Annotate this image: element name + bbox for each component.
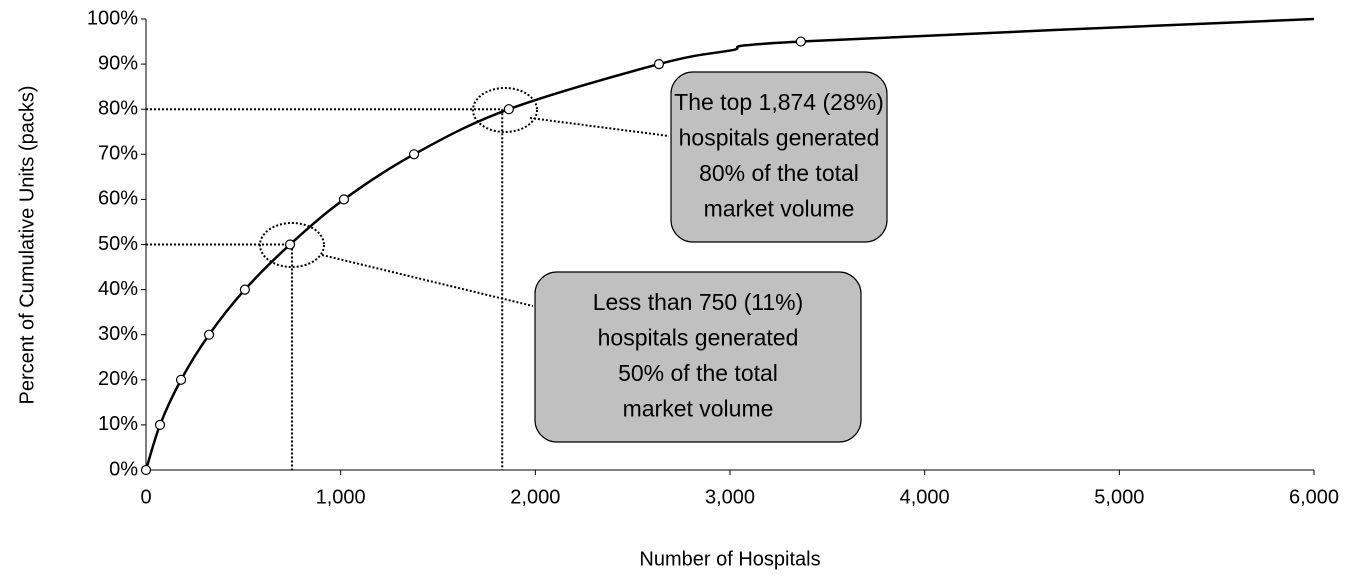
y-tick-label: 80% bbox=[98, 97, 138, 119]
x-tick-label: 4,000 bbox=[900, 486, 950, 508]
y-tick-label: 50% bbox=[98, 233, 138, 255]
x-tick-label: 5,000 bbox=[1094, 486, 1144, 508]
point bbox=[795, 36, 806, 47]
annotation-text: hospitals generated bbox=[679, 125, 880, 151]
x-tick-label: 3,000 bbox=[705, 486, 755, 508]
highlight-ellipse bbox=[259, 222, 325, 268]
y-tick-label: 100% bbox=[87, 7, 138, 29]
point bbox=[203, 329, 215, 340]
y-axis-title: Percent of Cumulative Units (packs) bbox=[16, 85, 38, 404]
annotation-text: 50% of the total bbox=[618, 360, 778, 386]
callout-line bbox=[529, 117, 670, 137]
y-tick-label: 60% bbox=[98, 188, 138, 210]
point bbox=[284, 239, 296, 250]
annotation-text: market volume bbox=[704, 196, 855, 222]
y-tick-label: 40% bbox=[98, 278, 138, 300]
point bbox=[503, 104, 514, 115]
x-tick-label: 2,000 bbox=[510, 486, 560, 508]
x-tick-label: 1,000 bbox=[316, 486, 366, 508]
x-axis-title: Number of Hospitals bbox=[639, 548, 820, 570]
point bbox=[175, 374, 187, 385]
annotation-box bbox=[670, 71, 888, 243]
highlight-ellipse bbox=[472, 87, 538, 133]
point bbox=[408, 149, 420, 160]
annotation-text: market volume bbox=[623, 396, 774, 422]
y-tick-label: 30% bbox=[98, 323, 138, 345]
annotation-text: Less than 750 (11%) bbox=[593, 289, 804, 315]
y-tick-label: 10% bbox=[98, 413, 138, 435]
point bbox=[239, 284, 250, 295]
x-tick-label: 6,000 bbox=[1289, 486, 1339, 508]
y-tick-label: 0% bbox=[109, 458, 138, 480]
annotation-text: 80% of the total bbox=[699, 160, 859, 186]
callout-line bbox=[321, 254, 534, 307]
y-tick-label: 20% bbox=[98, 368, 138, 390]
point bbox=[338, 194, 350, 205]
point bbox=[154, 419, 166, 430]
annotation-box bbox=[534, 271, 862, 443]
y-tick-label: 70% bbox=[98, 143, 138, 165]
y-tick-label: 90% bbox=[98, 52, 138, 74]
annotation-text: The top 1,874 (28%) bbox=[674, 89, 884, 115]
x-tick-label: 0 bbox=[140, 486, 151, 508]
point bbox=[140, 464, 152, 476]
annotation-text: hospitals generated bbox=[598, 325, 799, 351]
point bbox=[653, 58, 665, 70]
